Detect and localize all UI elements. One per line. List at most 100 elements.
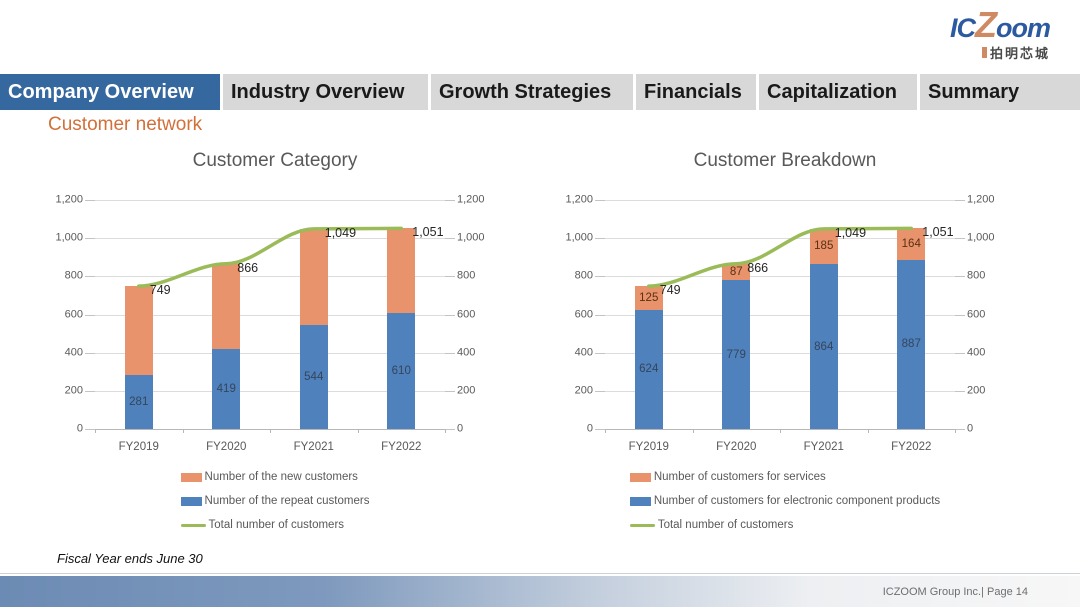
bar-value-label: 419 xyxy=(216,383,236,396)
chart-title: Customer Category xyxy=(192,150,358,171)
logo-wordmark: ICZoom xyxy=(950,7,1051,44)
y-axis-label: 1,200 xyxy=(55,193,83,206)
y-axis-label-secondary: 0 xyxy=(967,422,974,435)
y-tick xyxy=(85,238,95,239)
tab-industry-overview[interactable]: Industry Overview xyxy=(223,74,428,110)
gridline xyxy=(95,315,445,316)
x-tick xyxy=(95,429,96,433)
y-axis-label: 400 xyxy=(64,346,83,359)
y-tick-secondary xyxy=(445,276,455,277)
logo-z: Z xyxy=(975,4,997,45)
y-tick-secondary xyxy=(955,200,965,201)
bar-segment xyxy=(897,228,926,260)
y-axis-label-secondary: 1,200 xyxy=(967,193,995,206)
legend-label: Number of the new customers xyxy=(204,471,358,483)
bar-segment xyxy=(387,312,416,429)
y-tick xyxy=(595,315,605,316)
bar-value-label: 281 xyxy=(129,396,149,409)
legend-label: Total number of customers xyxy=(657,519,794,531)
logo-subtitle: 拍明芯城 xyxy=(950,43,1050,62)
gridline xyxy=(605,391,955,392)
y-axis-label: 200 xyxy=(574,384,593,397)
y-tick-secondary xyxy=(955,429,965,430)
bar-value-label: 185 xyxy=(814,240,834,253)
legend-item: Number of the new customers xyxy=(180,470,358,484)
gridline xyxy=(95,353,445,354)
y-tick-secondary xyxy=(955,315,965,316)
bar-segment xyxy=(299,228,328,326)
y-axis-label: 0 xyxy=(586,422,593,435)
legend-label: Number of the repeat customers xyxy=(204,495,370,507)
y-axis-label: 0 xyxy=(76,422,83,435)
x-tick xyxy=(955,429,956,433)
chart-customer-breakdown: Customer Breakdown 624 125 779 87 864 185 887 16… xyxy=(550,150,1020,590)
legend-item: Total number of customers xyxy=(180,518,344,532)
y-tick xyxy=(85,391,95,392)
bar-segment xyxy=(212,349,241,429)
footer-text: ICZOOM Group Inc.| Page 14 xyxy=(882,585,1028,598)
tab-financials[interactable]: Financials xyxy=(636,74,756,110)
chart-customer-category: Customer Category 281 419 544 610 749 866 1,049… xyxy=(40,150,510,590)
legend-bar-swatch-icon xyxy=(629,472,651,482)
tab-company-overview[interactable]: Company Overview xyxy=(0,74,220,110)
y-axis-label: 800 xyxy=(64,269,83,282)
tab-capitalization[interactable]: Capitalization xyxy=(759,74,917,110)
x-tick xyxy=(693,429,694,433)
x-axis-label: FY2019 xyxy=(118,441,159,453)
y-axis-label-secondary: 1,000 xyxy=(967,231,995,244)
legend-bar-swatch-icon xyxy=(180,472,202,482)
y-axis-label-secondary: 1,000 xyxy=(457,231,485,244)
legend-line-swatch-icon xyxy=(180,523,206,527)
y-tick xyxy=(595,200,605,201)
page-title: Customer network xyxy=(48,114,203,135)
x-tick xyxy=(183,429,184,433)
y-tick-secondary xyxy=(955,353,965,354)
y-tick xyxy=(85,353,95,354)
y-tick-secondary xyxy=(445,315,455,316)
chart-legend: Number of the new customers Number of the… xyxy=(40,470,510,532)
y-axis-label: 400 xyxy=(574,346,593,359)
y-axis-label-secondary: 200 xyxy=(457,384,476,397)
y-axis-label-secondary: 400 xyxy=(967,346,986,359)
y-axis-label-secondary: 400 xyxy=(457,346,476,359)
bar-segment xyxy=(634,309,663,429)
footnote: Fiscal Year ends June 30 xyxy=(57,551,203,566)
bar-segment xyxy=(212,263,241,350)
legend-label: Number of customers for electronic compo… xyxy=(653,495,941,507)
y-tick xyxy=(595,353,605,354)
bar-value-label: 164 xyxy=(901,238,921,251)
total-line xyxy=(137,226,403,288)
bar-segment xyxy=(897,259,926,429)
y-tick xyxy=(85,429,95,430)
x-tick xyxy=(445,429,446,433)
total-value-label: 1,049 xyxy=(324,225,357,240)
total-value-label: 866 xyxy=(747,260,769,275)
gridline xyxy=(605,315,955,316)
legend-bar-swatch-icon xyxy=(180,496,202,506)
tab-summary[interactable]: Summary xyxy=(920,74,1080,110)
bar-value-label: 864 xyxy=(814,340,834,353)
logo-ic: IC xyxy=(950,13,976,43)
y-axis-label: 1,200 xyxy=(565,193,593,206)
total-value-label: 1,049 xyxy=(834,225,867,240)
gridline xyxy=(605,276,955,277)
y-tick xyxy=(595,276,605,277)
chart-legend: Number of customers for services Number o… xyxy=(550,470,1020,532)
x-axis-label: FY2020 xyxy=(206,441,247,453)
y-axis-label-secondary: 600 xyxy=(457,308,476,321)
y-axis-label-secondary: 800 xyxy=(967,269,986,282)
x-tick xyxy=(868,429,869,433)
legend-label: Number of customers for services xyxy=(653,471,826,483)
y-axis-label-secondary: 0 xyxy=(457,422,464,435)
plot-area: 624 125 779 87 864 185 887 164 749 866 1,049 1,051 xyxy=(595,200,965,433)
y-tick-secondary xyxy=(445,391,455,392)
bar-segment xyxy=(809,228,838,265)
y-tick-secondary xyxy=(955,276,965,277)
plot-area: 281 419 544 610 749 866 1,049 1,051 xyxy=(85,200,455,433)
tab-growth-strategies[interactable]: Growth Strategies xyxy=(431,74,633,110)
footer-divider xyxy=(0,573,1080,574)
bar-value-label: 544 xyxy=(304,371,324,384)
bar-segment xyxy=(722,280,751,429)
y-tick xyxy=(85,200,95,201)
